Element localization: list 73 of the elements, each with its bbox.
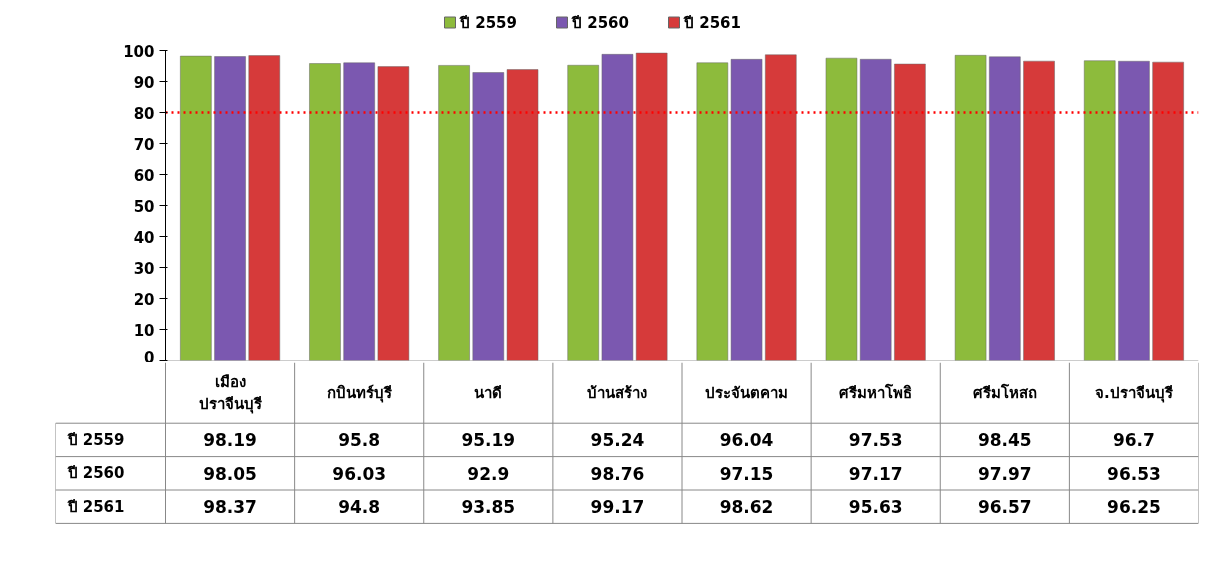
data-label: 98.05 <box>203 463 257 484</box>
data-label: 94.8 <box>338 497 381 518</box>
data-label: 98.62 <box>719 497 774 518</box>
bar <box>438 65 470 361</box>
x-tick-label: ศรีมหาโพธิ <box>839 382 913 402</box>
data-label: 95.63 <box>848 497 903 518</box>
data-label: 92.9 <box>467 463 510 484</box>
data-label: 96.25 <box>1107 497 1161 518</box>
y-tick-label: 80 <box>133 104 155 123</box>
bar <box>765 54 797 361</box>
data-label: 97.17 <box>848 463 903 484</box>
x-tick-label: เมือง ปราจีนบุรี <box>198 372 263 415</box>
bar <box>1152 61 1184 361</box>
y-tick-label: 10 <box>133 321 155 340</box>
bar <box>601 54 634 361</box>
y-tick-label: 100 <box>123 42 155 61</box>
x-tick-label: ศรีมโหสถ <box>972 382 1037 402</box>
x-tick-label: นาดี <box>474 383 503 402</box>
bar <box>377 66 410 361</box>
legend-label: ปี 2560 <box>571 13 629 32</box>
y-tick-label: 90 <box>133 73 155 92</box>
data-label: 96.7 <box>1112 430 1155 451</box>
x-tick-label: ประจันตคาม <box>705 383 789 402</box>
y-tick-label: 20 <box>133 290 155 309</box>
x-tick-label: กบินทร์บุรี <box>326 383 393 403</box>
data-label: 97.53 <box>848 430 903 451</box>
bar <box>989 56 1021 361</box>
text: ปี 2560 <box>67 464 125 483</box>
data-label: 96.03 <box>332 463 387 484</box>
data-label: 98.19 <box>203 430 257 451</box>
data-label: 97.97 <box>977 463 1032 484</box>
bar <box>954 55 987 361</box>
bar <box>825 57 858 361</box>
y-tick-label: 30 <box>133 259 155 278</box>
bar <box>1023 60 1055 361</box>
data-label: 93.85 <box>461 497 516 518</box>
bar <box>696 62 729 361</box>
bar <box>859 59 892 361</box>
text: ปี 2561 <box>67 497 125 516</box>
data-label: 98.45 <box>977 430 1032 451</box>
y-tick-label: 50 <box>133 197 155 216</box>
x-tick-label: บ้านสร้าง <box>587 383 648 402</box>
bar <box>309 63 341 361</box>
bar <box>730 59 763 361</box>
bar <box>343 62 375 361</box>
bar <box>1083 60 1116 361</box>
legend-label: ปี 2561 <box>683 13 741 32</box>
bar <box>567 65 599 361</box>
x-tick-label: จ.ปราจีนบุรี <box>1095 383 1174 403</box>
data-label: 96.53 <box>1107 463 1161 484</box>
data-label: 96.04 <box>719 430 774 451</box>
bar <box>506 69 539 361</box>
data-label: 95.19 <box>461 430 516 451</box>
bar <box>635 52 668 361</box>
bar <box>248 55 281 361</box>
y-tick-label: 0 <box>144 348 155 367</box>
data-label: 99.17 <box>590 497 645 518</box>
bar <box>894 63 926 361</box>
data-label: 95.24 <box>590 430 645 451</box>
y-tick-label: 60 <box>133 166 155 185</box>
bar <box>214 56 246 361</box>
y-tick-label: 40 <box>133 228 155 247</box>
legend-label: ปี 2559 <box>459 13 517 32</box>
text: ปี 2559 <box>67 430 125 449</box>
bar <box>1118 61 1150 361</box>
bar <box>180 55 212 361</box>
data-label: 98.76 <box>590 463 645 484</box>
data-label: 96.57 <box>977 497 1032 518</box>
y-tick-label: 70 <box>133 135 155 154</box>
bar <box>472 72 505 361</box>
data-label: 95.8 <box>338 430 381 451</box>
data-label: 97.15 <box>719 463 774 484</box>
data-label: 98.37 <box>203 497 257 518</box>
